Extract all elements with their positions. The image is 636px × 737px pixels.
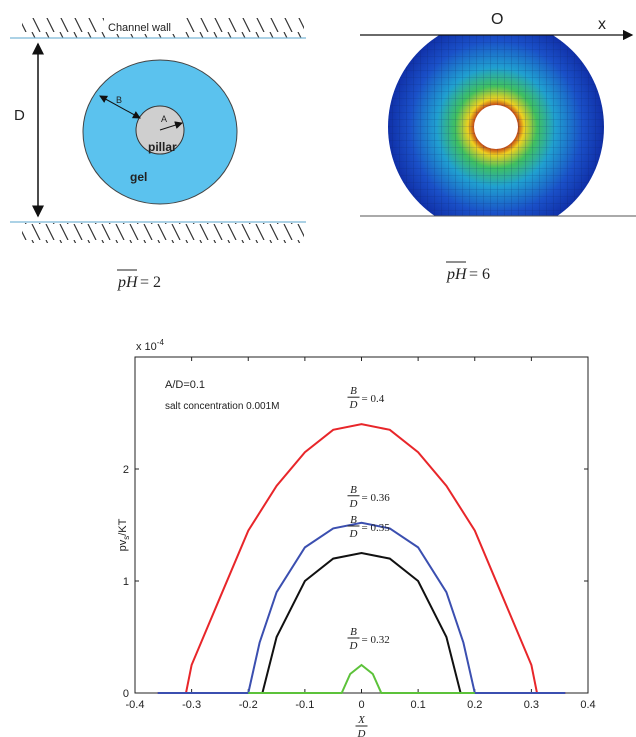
curve-label-numerator: B: [350, 484, 357, 496]
a-arrow: [159, 121, 183, 131]
y-tick-label: 0: [123, 688, 129, 700]
caption-var: pH: [117, 274, 139, 291]
origin-label: O: [491, 11, 503, 28]
series-line: [157, 521, 566, 694]
caption-value: = 6: [469, 266, 490, 283]
curve-label-numerator: B: [350, 385, 357, 397]
x-axis-label-denominator: D: [357, 728, 366, 737]
schematic-right: O x pH = 6: [360, 11, 636, 283]
y-multiplier: x 10-4: [136, 338, 164, 353]
caption-var: pH: [446, 266, 468, 283]
x-tick-label: 0: [358, 699, 364, 711]
curve-label-denominator: D: [349, 640, 358, 652]
pillar-label: pillar: [148, 140, 177, 154]
b-arrow: [99, 95, 141, 119]
a-label: A: [161, 114, 167, 124]
x-axis-label-numerator: X: [357, 714, 366, 726]
gel-label: gel: [130, 170, 147, 184]
series-line: [157, 423, 566, 694]
schematic-left: Channel wall D B A pillar gel pH = 2: [10, 18, 306, 291]
x-tick-label: 0.1: [410, 699, 425, 711]
curve-label-value: = 0.35: [362, 522, 391, 534]
curve-label-value: = 0.4: [362, 393, 385, 405]
curve-label-denominator: D: [349, 399, 358, 411]
curve-label-value: = 0.36: [362, 492, 391, 504]
x-tick-label: 0.4: [580, 699, 595, 711]
wall-label: Channel wall: [108, 22, 171, 34]
series-line: [261, 551, 462, 694]
x-tick-label: 0.2: [467, 699, 482, 711]
x-tick-label: -0.2: [239, 699, 258, 711]
curve-label-numerator: B: [350, 514, 357, 526]
series-line: [248, 663, 475, 694]
pillar-hole: [474, 105, 518, 149]
curve-label-numerator: B: [350, 626, 357, 638]
b-label: B: [116, 95, 122, 105]
chart: x 10-4 A/D=0.1 salt concentration 0.001M…: [117, 338, 596, 737]
y-tick-label: 2: [123, 464, 129, 476]
annotation: A/D=0.1: [165, 379, 205, 391]
x-tick-label: -0.1: [295, 699, 314, 711]
x-tick-label: -0.3: [182, 699, 201, 711]
annotation: salt concentration 0.001M: [165, 401, 280, 412]
d-label: D: [14, 107, 25, 124]
x-tick-label: 0.3: [524, 699, 539, 711]
curve-label-denominator: D: [349, 528, 358, 540]
curve-label-value: = 0.32: [362, 634, 390, 646]
y-axis-label: pvs/KT: [117, 518, 131, 551]
y-tick-label: 1: [123, 576, 129, 588]
wall-hatch: [22, 223, 304, 243]
caption-value: = 2: [140, 274, 161, 291]
x-tick-label: -0.4: [126, 699, 145, 711]
x-label: x: [598, 16, 606, 33]
curve-label-denominator: D: [349, 498, 358, 510]
